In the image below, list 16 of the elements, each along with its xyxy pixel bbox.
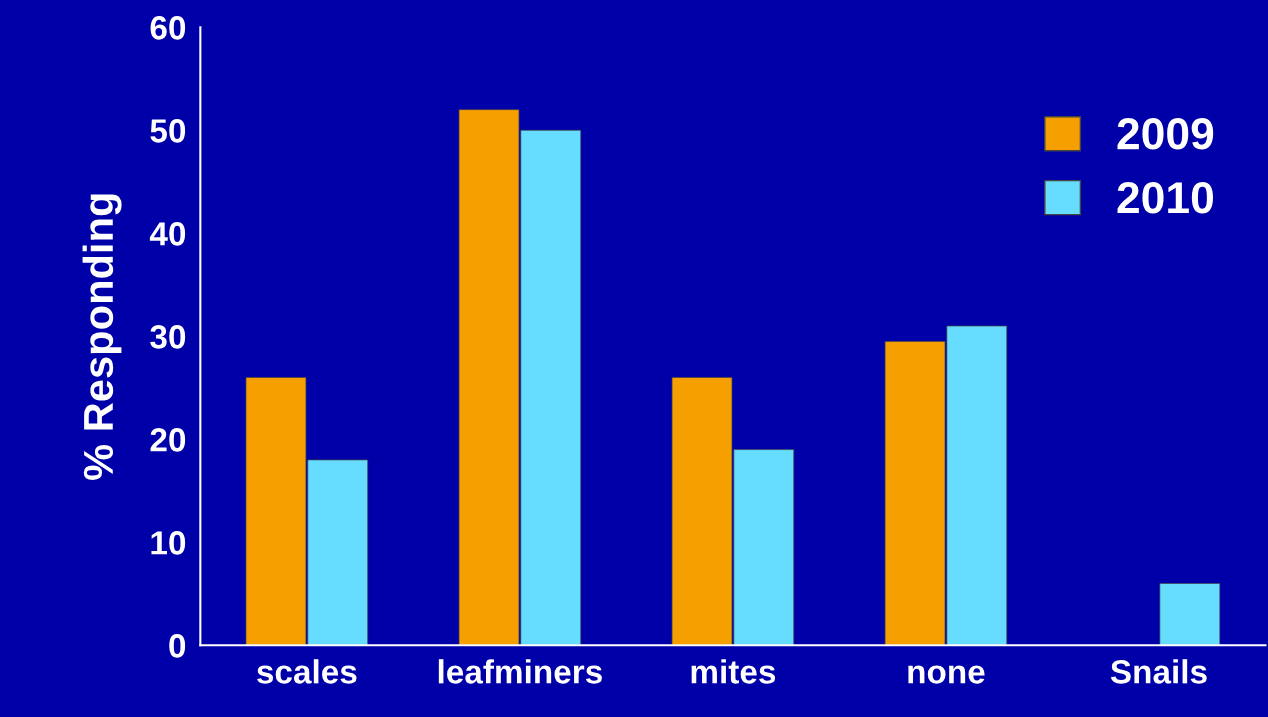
x-tick-label: leafminers bbox=[438, 659, 602, 684]
y-tick-label: 0 bbox=[169, 634, 186, 658]
y-axis-title: % Responding bbox=[82, 194, 122, 480]
legend-label: 2010 bbox=[1117, 181, 1213, 214]
y-tick-label: 60 bbox=[150, 16, 186, 40]
y-tick-label: 50 bbox=[150, 119, 186, 143]
x-tick-label: none bbox=[908, 665, 985, 684]
x-tick-label: mites bbox=[691, 659, 776, 684]
y-tick-label: 20 bbox=[150, 428, 186, 452]
y-tick-label: 10 bbox=[151, 531, 186, 555]
bar bbox=[1159, 583, 1221, 646]
y-tick-label: 40 bbox=[149, 222, 186, 246]
legend-label: 2009 bbox=[1117, 118, 1214, 150]
x-tick-label: Snails bbox=[1110, 659, 1207, 684]
x-tick-label: scales bbox=[257, 659, 357, 684]
y-tick-label: 30 bbox=[150, 325, 186, 349]
